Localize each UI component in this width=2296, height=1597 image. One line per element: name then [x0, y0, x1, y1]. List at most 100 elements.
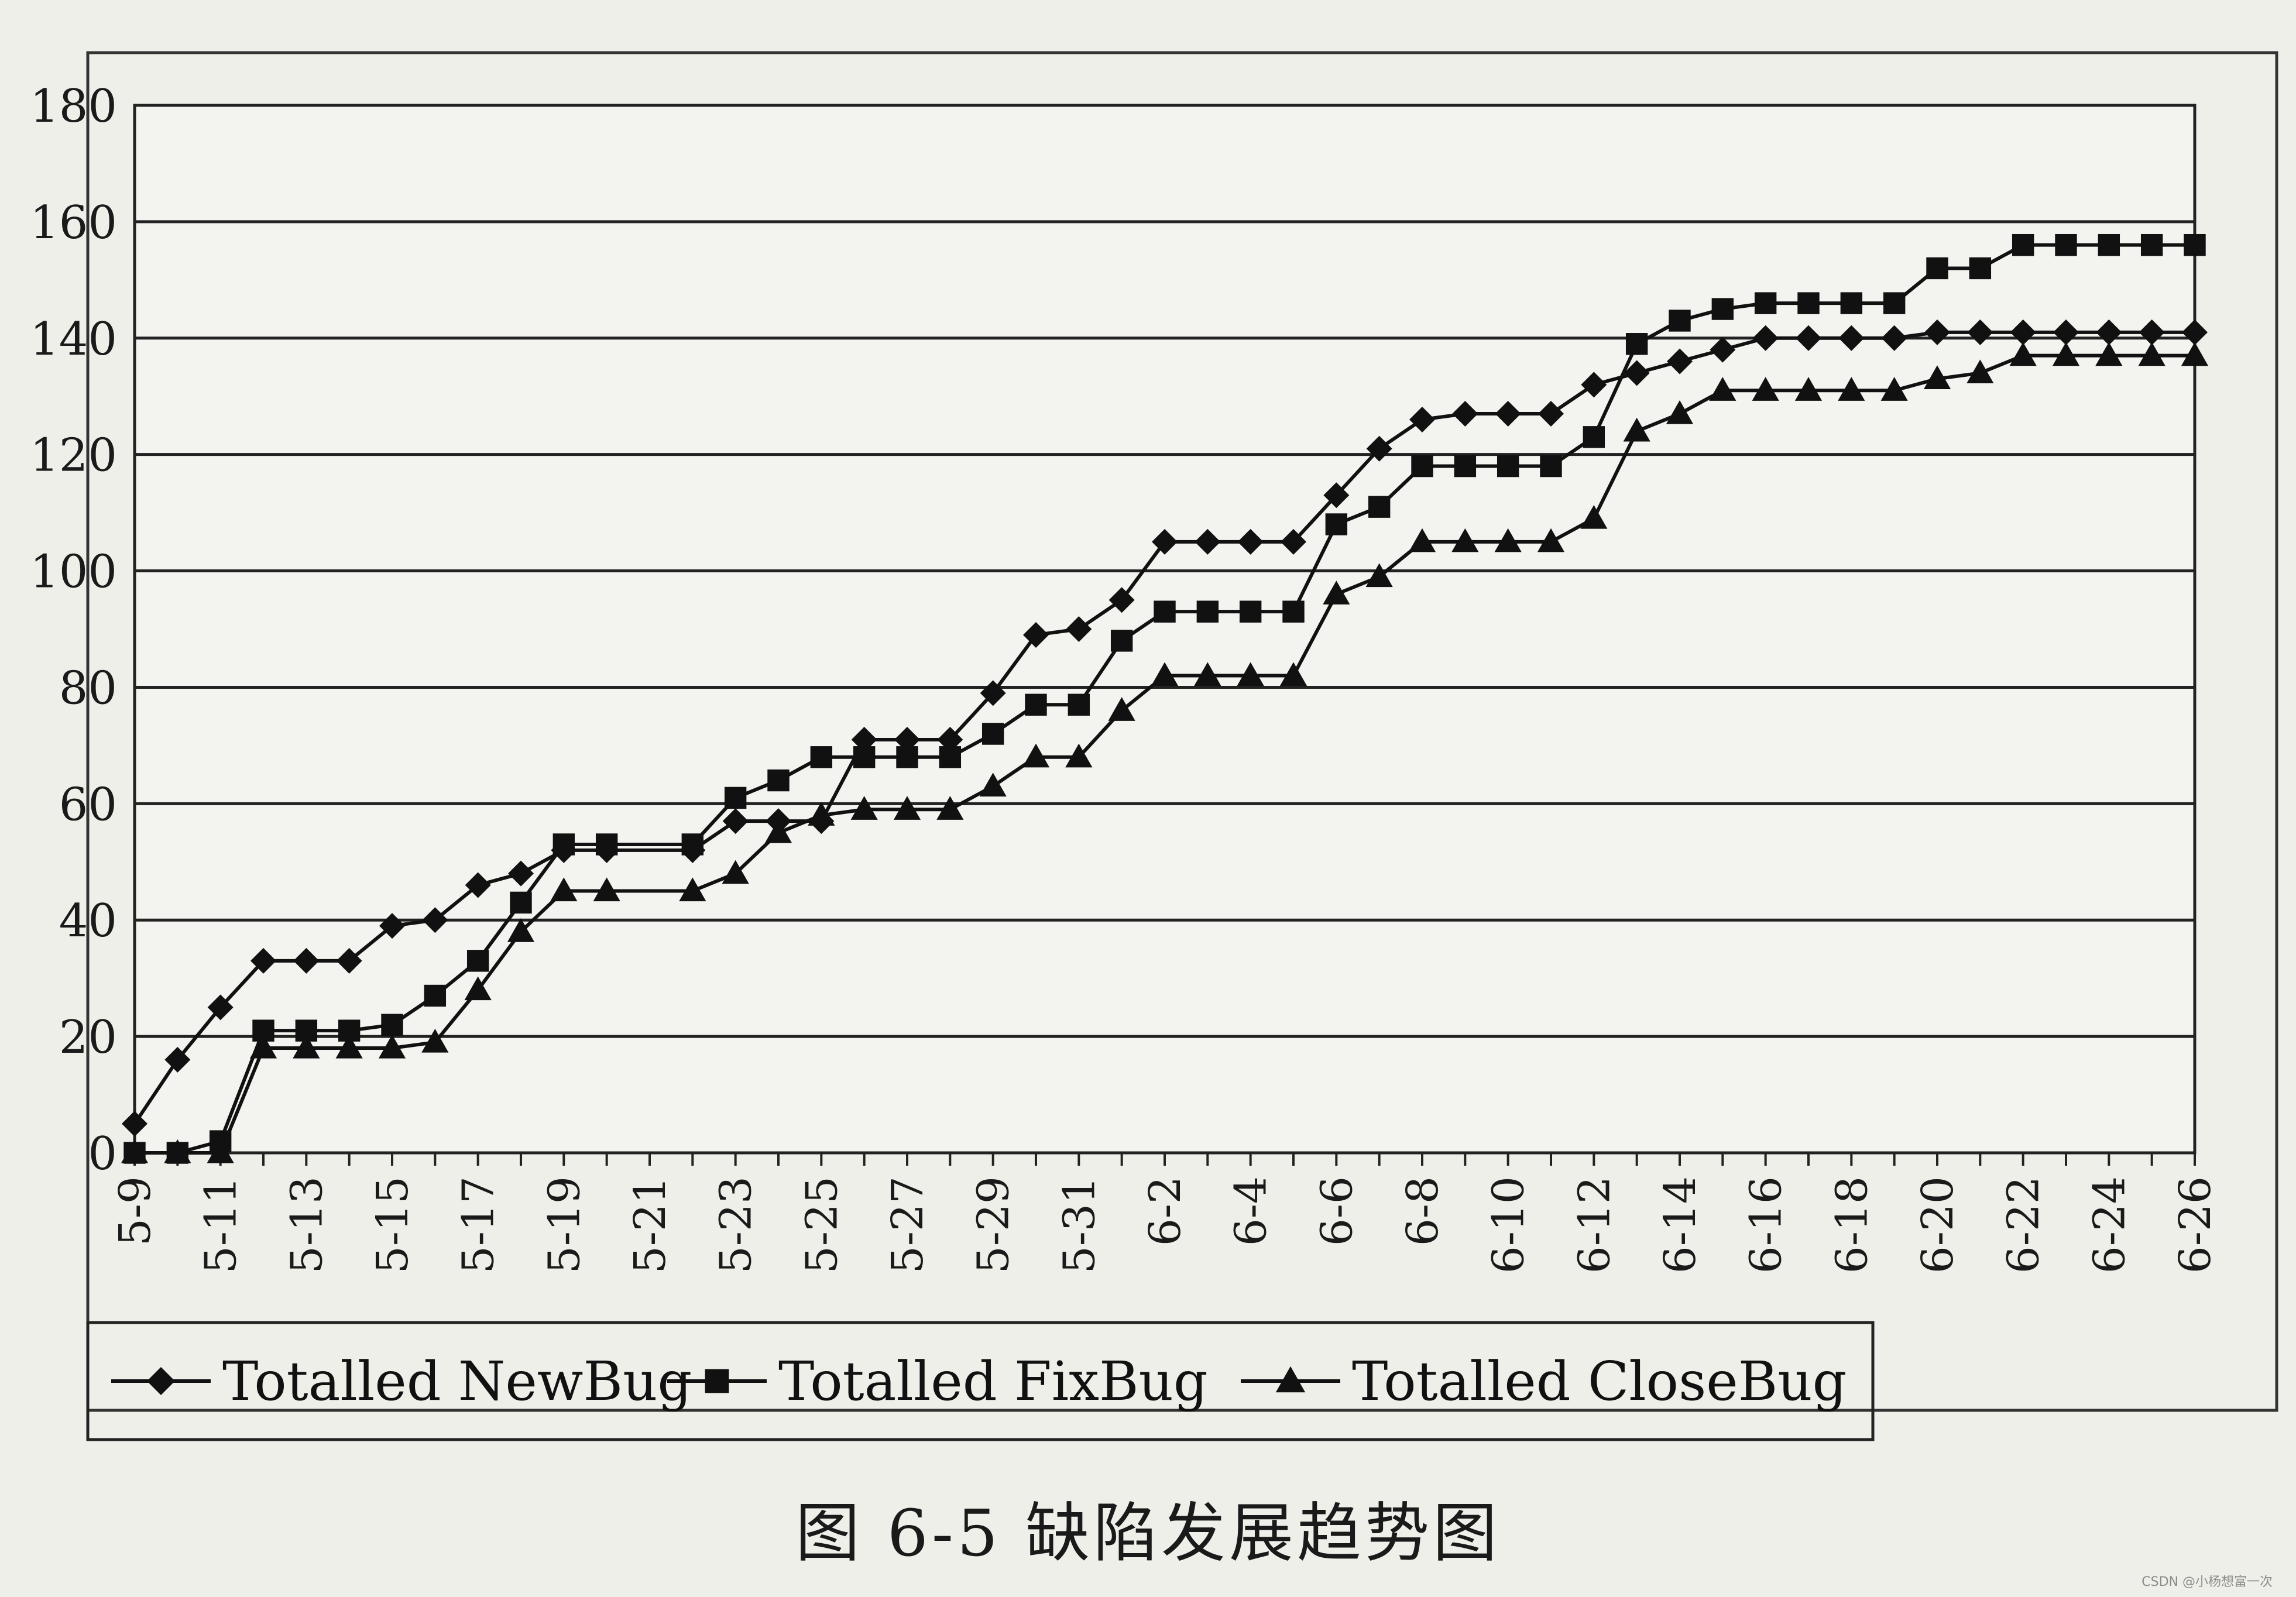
data-point-square [724, 787, 747, 809]
data-point-triangle [1966, 359, 1994, 384]
data-point-square [896, 746, 918, 768]
y-tick-label: 140 [30, 313, 117, 366]
x-tick-label: 5-17 [454, 1176, 504, 1273]
data-point-square [2012, 233, 2034, 256]
data-point-square [1883, 292, 1906, 314]
figure-border [86, 51, 2278, 1412]
data-point-diamond [422, 907, 448, 933]
data-point-triangle [2138, 342, 2165, 366]
data-point-square [1196, 600, 1219, 623]
data-point-diamond [1409, 407, 1435, 432]
data-point-triangle [164, 1139, 191, 1163]
data-point-square [510, 891, 532, 914]
data-point-triangle [1065, 743, 1093, 768]
data-point-square [2055, 233, 2077, 256]
legend-box [86, 1321, 1875, 1441]
data-point-square [595, 833, 618, 856]
data-point-triangle [808, 802, 835, 826]
data-point-triangle [593, 877, 620, 902]
x-tick-label: 6-26 [2170, 1176, 2221, 1273]
data-point-triangle [722, 860, 749, 884]
data-point-diamond [851, 726, 877, 753]
data-point-triangle [464, 976, 492, 1001]
data-point-square [1711, 298, 1734, 320]
series-diamond [122, 319, 2208, 1137]
data-point-square [552, 833, 575, 856]
data-point-triangle [1237, 662, 1264, 686]
x-tick-label: 5-9 [110, 1176, 160, 1246]
data-point-diamond [147, 1367, 175, 1395]
data-point-diamond [1624, 360, 1650, 386]
x-tick-label: 6-20 [1913, 1176, 1963, 1273]
data-point-square [424, 984, 447, 1007]
x-tick-label: 5-31 [1054, 1176, 1104, 1273]
data-point-triangle [893, 796, 921, 820]
data-point-diamond [336, 947, 362, 974]
data-point-diamond [2053, 319, 2079, 345]
data-point-square [1669, 310, 1691, 332]
data-point-square [1625, 333, 1648, 355]
data-point-triangle [1752, 377, 1779, 401]
data-point-triangle [1451, 528, 1479, 552]
data-point-square [1583, 426, 1605, 448]
x-tick-label: 5-25 [797, 1176, 847, 1273]
data-point-triangle [1022, 743, 1050, 768]
data-point-triangle [507, 918, 535, 942]
figure-caption: 图 6-5 缺陷发展趋势图 [795, 1496, 1501, 1571]
data-point-triangle [1279, 662, 1307, 686]
y-tick-label: 20 [59, 1011, 117, 1064]
data-point-square [767, 769, 790, 792]
data-point-diamond [122, 1111, 147, 1137]
x-tick-label: 6-14 [1655, 1176, 1705, 1273]
data-point-diamond [1023, 621, 1049, 648]
data-point-triangle [1108, 697, 1135, 721]
data-point-square [810, 746, 833, 768]
series-triangle [121, 342, 2209, 1163]
y-tick-label: 80 [59, 662, 117, 715]
x-tick-label: 6-22 [1999, 1176, 2049, 1273]
x-tick-label: 6-10 [1484, 1176, 1534, 1273]
data-point-triangle [679, 877, 706, 902]
x-tick-label: 6-24 [2084, 1176, 2134, 1273]
data-point-diamond [207, 994, 234, 1021]
x-tick-label: 6-18 [1827, 1176, 1877, 1273]
y-tick-label: 0 [88, 1128, 117, 1180]
y-tick-label: 40 [59, 895, 117, 947]
x-tick-label: 6-8 [1398, 1176, 1448, 1246]
data-point-diamond [1538, 401, 1564, 427]
data-point-triangle [1194, 662, 1221, 686]
data-point-diamond [1281, 528, 1306, 555]
data-point-square [1754, 292, 1777, 314]
y-tick-label: 160 [30, 197, 117, 249]
legend-label: Totalled NewBug [222, 1350, 692, 1413]
data-point-square [1411, 455, 1433, 478]
data-point-diamond [1323, 482, 1350, 509]
data-point-square [1282, 600, 1305, 623]
data-point-diamond [1924, 319, 1950, 345]
data-point-square [466, 950, 489, 972]
data-point-diamond [1366, 435, 1392, 462]
x-axis-ticks: 5-9 5-11 5-13 5-15 5-17 5-19 5-21 5-23 5-25 5-27 5… [110, 1153, 2221, 1273]
data-point-diamond [1195, 528, 1221, 555]
x-tick-label: 6-6 [1312, 1176, 1362, 1246]
data-point-square [705, 1369, 729, 1393]
y-tick-label: 180 [30, 80, 117, 133]
data-point-diamond [1752, 325, 1779, 351]
data-point-square [2184, 233, 2206, 256]
x-tick-label: 5-15 [368, 1176, 418, 1273]
data-point-square [2140, 233, 2163, 256]
data-point-square [381, 1014, 403, 1036]
data-point-square [939, 746, 962, 768]
x-tick-label: 5-29 [969, 1176, 1019, 1273]
x-tick-label: 5-27 [883, 1176, 933, 1273]
data-point-diamond [1495, 401, 1521, 427]
data-point-triangle [1666, 400, 1694, 424]
data-point-diamond [2182, 319, 2208, 345]
y-axis-ticks: 0 20 40 60 80 100 120 140 160 180 [30, 80, 117, 1180]
data-point-triangle [207, 1139, 234, 1163]
data-point-triangle [979, 772, 1007, 797]
data-point-triangle [1623, 417, 1650, 442]
legend-label: Totalled CloseBug [1352, 1350, 1847, 1413]
data-point-square [1025, 693, 1047, 716]
